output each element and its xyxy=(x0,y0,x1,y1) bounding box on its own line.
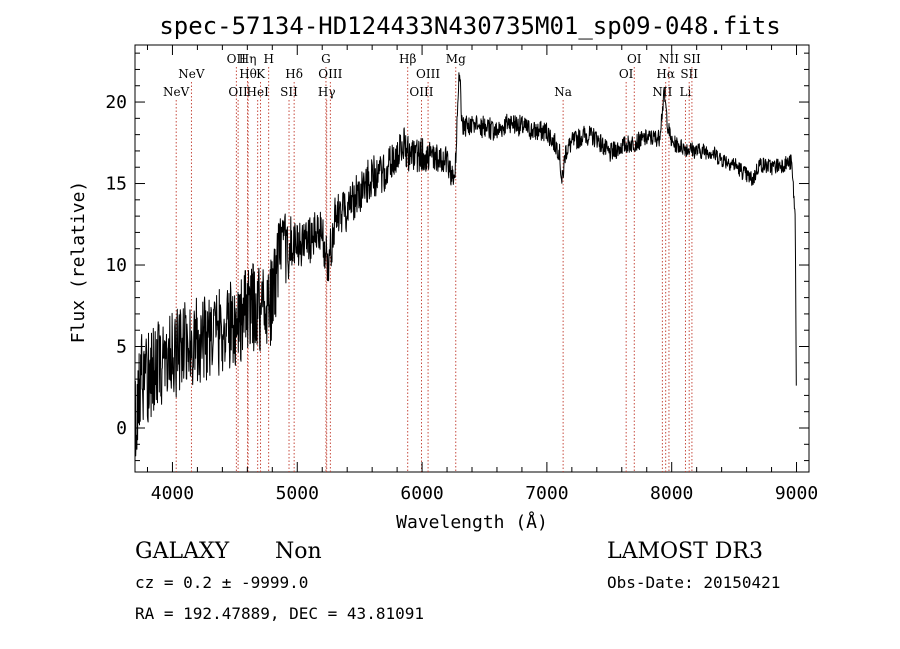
emission-line-label: OIII xyxy=(409,85,433,99)
emission-line-label: OI xyxy=(627,52,642,66)
emission-line-label: Hη xyxy=(239,52,257,66)
emission-line-markers: NeVNeVOIIOIIHηHθHeIKHSIIHδGHγOIIIHβOIIIO… xyxy=(163,52,701,472)
y-tick-label: 15 xyxy=(105,174,127,195)
emission-line-label: Hα xyxy=(656,67,675,81)
emission-line-label: G xyxy=(321,52,331,66)
x-tick-label: 7000 xyxy=(525,483,568,504)
observation-date: Obs-Date: 20150421 xyxy=(607,573,780,592)
emission-line-label: OII xyxy=(228,85,248,99)
object-subclass: Non xyxy=(275,539,322,564)
x-tick-label: 4000 xyxy=(151,483,194,504)
emission-line-label: SII xyxy=(683,52,701,66)
spectrum-line xyxy=(134,72,797,457)
emission-line-label: OIII xyxy=(318,67,342,81)
chart-title: spec-57134-HD124433N430735M01_sp09-048.f… xyxy=(159,12,780,40)
emission-line-label: SII xyxy=(280,85,298,99)
axis-ticks xyxy=(135,45,809,472)
emission-line-label: Hθ xyxy=(239,67,257,81)
survey-label: LAMOST DR3 xyxy=(607,539,763,564)
x-tick-label: 8000 xyxy=(650,483,693,504)
emission-line-label: OII xyxy=(227,52,247,66)
x-tick-label: 5000 xyxy=(276,483,319,504)
axis-tick-labels: 4000 5000 6000 7000 8000 9000 0 5 10 15 20 xyxy=(105,92,818,504)
y-axis-label: Flux (relative) xyxy=(68,181,89,344)
x-axis-label: Wavelength (Å) xyxy=(396,511,548,533)
y-tick-label: 10 xyxy=(105,255,127,276)
emission-line-label: K xyxy=(256,67,266,81)
emission-line-label: NII xyxy=(652,85,672,99)
emission-line-label: HeI xyxy=(247,85,270,99)
redshift-value: cz = 0.2 ± -9999.0 xyxy=(135,573,308,592)
plot-area: NeVNeVOIIOIIHηHθHeIKHSIIHδGHγOIIIHβOIIIO… xyxy=(105,44,818,504)
sky-coordinates: RA = 192.47889, DEC = 43.81091 xyxy=(135,604,424,623)
emission-line-label: NII xyxy=(659,52,679,66)
emission-line-label: OIII xyxy=(416,67,440,81)
spectrum-info-footer: GALAXY Non LAMOST DR3 cz = 0.2 ± -9999.0… xyxy=(135,539,780,623)
emission-line-label: Hβ xyxy=(399,52,416,66)
object-class: GALAXY xyxy=(135,539,230,564)
emission-line-label: Mg xyxy=(446,52,466,66)
emission-line-label: Hδ xyxy=(285,67,303,81)
emission-line-label: SII xyxy=(680,67,698,81)
x-tick-label: 9000 xyxy=(775,483,818,504)
emission-line-label: H xyxy=(263,52,273,66)
y-tick-label: 20 xyxy=(105,92,127,113)
y-tick-label: 0 xyxy=(116,418,127,439)
emission-line-label: Hγ xyxy=(318,85,336,99)
emission-line-label: NeV xyxy=(163,85,190,99)
emission-line-label: OI xyxy=(619,67,634,81)
y-tick-label: 5 xyxy=(116,337,127,358)
x-tick-label: 6000 xyxy=(400,483,443,504)
emission-line-label: Na xyxy=(554,85,572,99)
emission-line-label: Li xyxy=(680,85,692,99)
emission-line-label: NeV xyxy=(178,67,205,81)
